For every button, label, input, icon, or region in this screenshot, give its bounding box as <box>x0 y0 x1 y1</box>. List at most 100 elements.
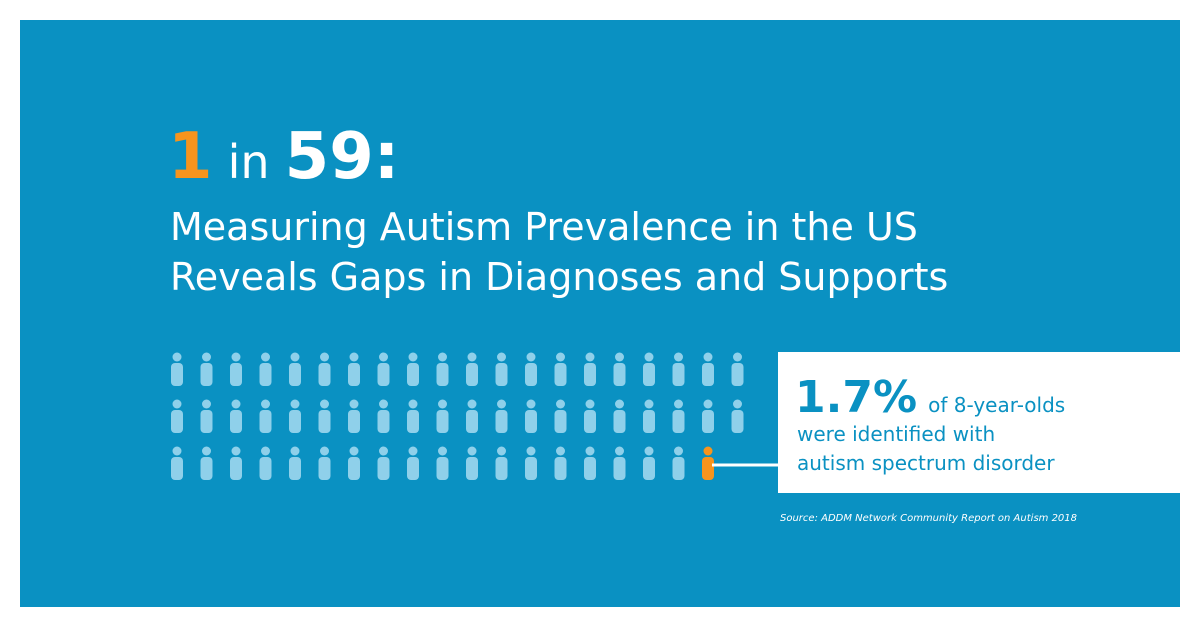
person-body <box>377 457 390 480</box>
person-head <box>556 399 565 409</box>
person-body <box>436 410 449 433</box>
person-head <box>202 399 211 409</box>
person-head <box>231 446 241 456</box>
person-head <box>703 399 713 409</box>
subtitle-line: Reveals Gaps in Diagnoses and Supports <box>170 255 948 299</box>
person-head <box>644 446 654 456</box>
person-head <box>172 399 182 409</box>
people-grid <box>171 352 744 480</box>
person-body <box>584 363 596 386</box>
person-head <box>703 352 713 362</box>
person-body <box>377 410 390 433</box>
person-head <box>290 352 300 362</box>
person-head <box>733 399 742 409</box>
person-head <box>585 352 595 362</box>
person-head <box>467 446 477 456</box>
person-body <box>584 410 596 433</box>
person-body <box>200 457 213 480</box>
person-body <box>407 457 419 480</box>
person-body <box>584 457 596 480</box>
person-head <box>202 446 211 456</box>
person-body <box>436 457 449 480</box>
person-body <box>436 363 449 386</box>
person-body <box>348 457 360 480</box>
person-head <box>349 352 359 362</box>
person-head <box>526 446 536 456</box>
person-head <box>644 352 654 362</box>
person-body <box>495 410 508 433</box>
person-body <box>495 363 508 386</box>
person-body <box>554 363 567 386</box>
person-body <box>289 363 301 386</box>
person-body <box>259 363 272 386</box>
person-head <box>349 446 359 456</box>
subtitle-line: Measuring Autism Prevalence in the US <box>170 205 918 249</box>
person-head <box>467 352 477 362</box>
person-body <box>613 410 626 433</box>
person-head <box>290 399 300 409</box>
callout-text: were identified with <box>797 422 995 446</box>
person-head <box>438 399 447 409</box>
person-body <box>672 457 685 480</box>
callout-stat: 1.7% <box>795 372 917 423</box>
person-head <box>379 399 388 409</box>
person-body <box>318 457 331 480</box>
person-head <box>379 446 388 456</box>
person-head <box>556 352 565 362</box>
person-head <box>467 399 477 409</box>
person-head <box>320 352 329 362</box>
person-head <box>172 446 182 456</box>
person-body <box>407 363 419 386</box>
headline-connector: in <box>228 135 270 189</box>
headline: 1 in 59: <box>168 120 399 194</box>
callout-text: of 8-year-olds <box>928 393 1065 417</box>
person-body <box>230 363 242 386</box>
person-head <box>231 399 241 409</box>
person-body <box>289 410 301 433</box>
person-body <box>348 410 360 433</box>
person-body <box>230 457 242 480</box>
person-head <box>261 352 270 362</box>
person-head <box>526 352 536 362</box>
person-body <box>702 457 714 480</box>
person-head <box>172 352 182 362</box>
person-head <box>556 446 565 456</box>
person-head <box>379 352 388 362</box>
person-head <box>261 399 270 409</box>
person-body <box>466 363 478 386</box>
person-body <box>643 363 655 386</box>
person-head <box>585 399 595 409</box>
person-head <box>320 446 329 456</box>
person-body <box>672 410 685 433</box>
person-head <box>733 352 742 362</box>
person-body <box>259 410 272 433</box>
person-body <box>525 410 537 433</box>
person-body <box>613 363 626 386</box>
person-body <box>171 457 183 480</box>
person-head <box>290 446 300 456</box>
headline-total: 59: <box>285 120 400 194</box>
person-body <box>259 457 272 480</box>
person-head <box>615 352 624 362</box>
person-head <box>497 446 506 456</box>
person-body <box>171 363 183 386</box>
callout-text: autism spectrum disorder <box>797 451 1055 475</box>
person-body <box>407 410 419 433</box>
person-body <box>318 363 331 386</box>
person-body <box>672 363 685 386</box>
person-head <box>615 399 624 409</box>
person-body <box>731 363 744 386</box>
person-body <box>731 410 744 433</box>
person-head <box>674 399 683 409</box>
person-body <box>613 457 626 480</box>
person-head <box>674 446 683 456</box>
person-body <box>318 410 331 433</box>
person-head <box>202 352 211 362</box>
person-body <box>702 363 714 386</box>
person-head <box>408 399 418 409</box>
person-head <box>320 399 329 409</box>
person-head <box>585 446 595 456</box>
callout-box <box>778 352 1180 493</box>
